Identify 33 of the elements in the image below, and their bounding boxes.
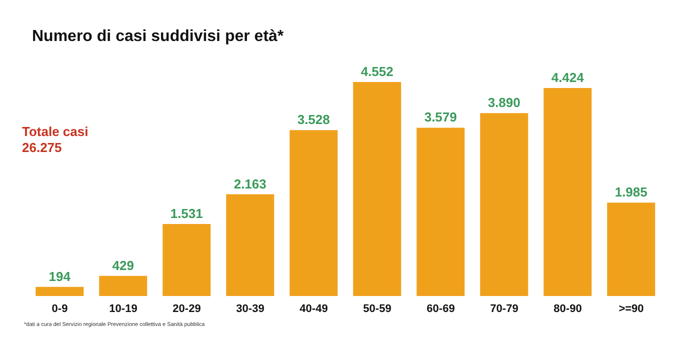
bar — [162, 224, 211, 296]
bar — [36, 286, 84, 296]
x-tick-label: 40-49 — [300, 302, 328, 315]
bar — [99, 276, 148, 296]
data-label: 4.424 — [551, 70, 585, 86]
data-label: 429 — [112, 258, 134, 273]
data-label: 4.552 — [360, 64, 394, 79]
x-tick-label: 50-59 — [363, 302, 392, 315]
bar — [353, 82, 402, 296]
data-label: 194 — [48, 268, 72, 284]
chart-title: Numero di casi suddivisi per età* — [32, 28, 284, 46]
x-tick-label: >=90 — [618, 302, 644, 315]
x-tick-label: 60-69 — [426, 302, 455, 315]
x-tick-label: 10-19 — [109, 302, 138, 315]
bar — [544, 88, 592, 296]
bar — [416, 128, 465, 296]
x-tick-label: 0-9 — [52, 302, 68, 315]
data-label: 2.163 — [234, 176, 266, 192]
bar — [226, 194, 274, 296]
x-tick-label: 80-90 — [554, 302, 582, 315]
data-label: 3.528 — [297, 112, 330, 128]
data-label: 3.890 — [488, 95, 520, 110]
data-label: 1.531 — [170, 206, 203, 222]
annotation: 26.275 — [22, 140, 63, 156]
x-tick-label: 30-39 — [236, 302, 264, 315]
x-tick-label: 70-79 — [490, 302, 518, 315]
bar — [607, 202, 656, 296]
annotation: Totale casi — [22, 124, 88, 140]
x-tick-label: 20-29 — [172, 302, 201, 315]
data-label: 1.985 — [614, 184, 648, 200]
bar — [290, 130, 338, 296]
data-label: 3.579 — [424, 110, 457, 125]
bar — [480, 113, 528, 296]
